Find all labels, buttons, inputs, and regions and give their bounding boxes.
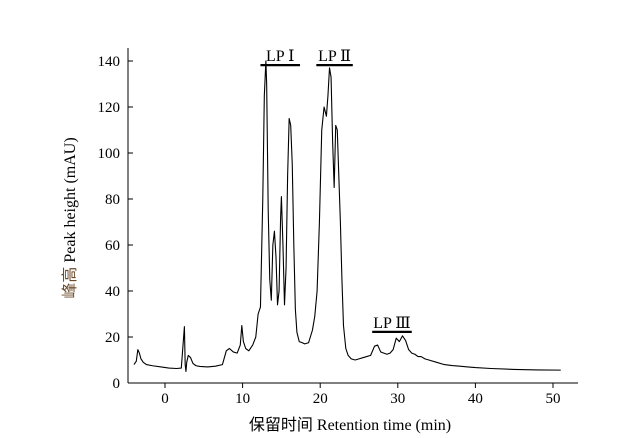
peak-label: LP Ⅱ — [318, 48, 351, 65]
axes — [127, 48, 578, 384]
peak-label: LP Ⅰ — [266, 48, 294, 65]
x-axis-title: 保留时间 Retention time (min) — [249, 416, 451, 434]
x-tick-label: 0 — [161, 391, 169, 407]
y-tick-label: 0 — [113, 376, 121, 392]
x-tick-label: 40 — [468, 391, 483, 407]
y-tick-label: 100 — [98, 146, 121, 162]
y-tick-label: 20 — [105, 330, 120, 346]
y-axis-title-latin: Peak height (mAU) — [62, 137, 79, 266]
x-tick-label: 10 — [235, 391, 250, 407]
y-tick-label: 40 — [105, 284, 120, 300]
y-tick-label: 140 — [98, 54, 121, 70]
x-tick-label: 50 — [546, 391, 561, 407]
y-axis-title: 峰高 Peak height (mAU) — [61, 137, 79, 298]
chromatogram-trace — [133, 60, 561, 373]
x-ticks: 0 10 20 30 40 50 — [161, 383, 561, 407]
y-tick-label: 120 — [98, 100, 121, 116]
x-tick-label: 20 — [313, 391, 328, 407]
y-axis-title-cjk: 峰高 — [61, 267, 79, 299]
y-tick-label: 60 — [105, 238, 120, 254]
y-ticks: 0 20 40 60 80 100 120 140 — [98, 54, 133, 392]
peak-label: LP Ⅲ — [373, 315, 411, 332]
peak-annotations: LP Ⅰ LP Ⅱ LP Ⅲ — [260, 48, 412, 333]
x-tick-label: 30 — [390, 391, 405, 407]
y-tick-label: 80 — [105, 192, 120, 208]
